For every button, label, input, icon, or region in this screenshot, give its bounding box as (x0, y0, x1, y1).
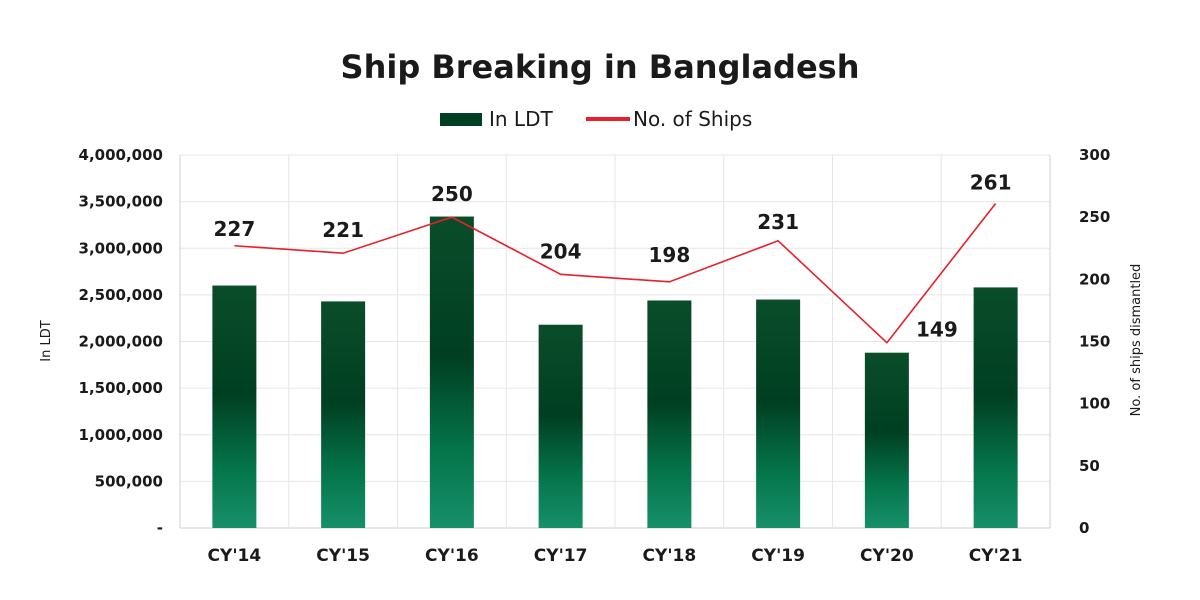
y2-tick-label: 250 (1079, 208, 1110, 226)
x-tick-label: CY'14 (208, 546, 262, 566)
x-tick-label: CY'15 (316, 546, 370, 566)
x-tick-label: CY'20 (860, 546, 914, 566)
y-axis-title: In LDT (39, 320, 54, 361)
y-tick-label: 500,000 (95, 472, 163, 490)
legend-swatch-bars (440, 113, 482, 126)
y2-tick-label: 50 (1079, 457, 1100, 475)
data-label-ships: 231 (757, 210, 799, 234)
data-labels: 227 221 250 204 198 231 149 261 (214, 170, 1012, 341)
x-tick-label: CY'19 (751, 546, 805, 566)
chart-title: Ship Breaking in Bangladesh (341, 48, 860, 86)
data-label-ships: 250 (431, 182, 473, 206)
y2-tick-label: 0 (1079, 519, 1089, 537)
y2-tick-label: 100 (1079, 395, 1110, 413)
y2-tick-label: 150 (1079, 333, 1110, 351)
y-tick-label: 4,000,000 (79, 146, 163, 164)
data-label-ships: 149 (916, 318, 958, 342)
data-label-ships: 221 (322, 218, 364, 242)
y-tick-label: 2,500,000 (79, 286, 163, 304)
x-tick-label: CY'21 (969, 546, 1023, 566)
y2-tick-label: 300 (1079, 146, 1110, 164)
y-tick-label: - (157, 519, 163, 537)
bar-CY19 (756, 299, 801, 528)
bar-CY14 (212, 285, 257, 528)
y-tick-label: 3,000,000 (79, 239, 163, 257)
x-tick-label: CY'16 (425, 546, 479, 566)
x-axis: CY'14 CY'15 CY'16 CY'17 CY'18 CY'19 CY'20 CY'21 (208, 546, 1023, 566)
bar-CY16 (429, 216, 474, 529)
data-label-ships: 204 (540, 239, 582, 263)
y-axis-right: 0 50 100 150 200 250 300 (1079, 146, 1110, 537)
bar-CY18 (647, 300, 692, 528)
y-tick-label: 3,500,000 (79, 193, 163, 211)
ships-line (234, 202, 997, 344)
bar-CY20 (864, 352, 909, 528)
data-label-ships: 261 (970, 170, 1012, 194)
y-tick-label: 2,000,000 (79, 333, 163, 351)
y-tick-label: 1,500,000 (79, 379, 163, 397)
bar-CY17 (538, 324, 583, 528)
y2-tick-label: 200 (1079, 270, 1110, 288)
data-label-ships: 198 (649, 243, 691, 267)
bar-CY21 (973, 287, 1018, 528)
bar-series (212, 216, 1018, 529)
legend: In LDT No. of Ships (440, 107, 752, 131)
bar-CY15 (321, 301, 366, 528)
x-tick-label: CY'18 (643, 546, 697, 566)
line-series (234, 202, 997, 344)
y2-axis-title: No. of ships dismantled (1129, 264, 1144, 417)
data-label-ships: 227 (214, 217, 256, 241)
legend-label-line: No. of Ships (633, 107, 752, 131)
x-tick-label: CY'17 (534, 546, 588, 566)
legend-label-bars: In LDT (489, 107, 553, 131)
y-tick-label: 1,000,000 (79, 426, 163, 444)
y-axis-left: - 500,000 1,000,000 1,500,000 2,000,000 2,500… (79, 146, 163, 537)
